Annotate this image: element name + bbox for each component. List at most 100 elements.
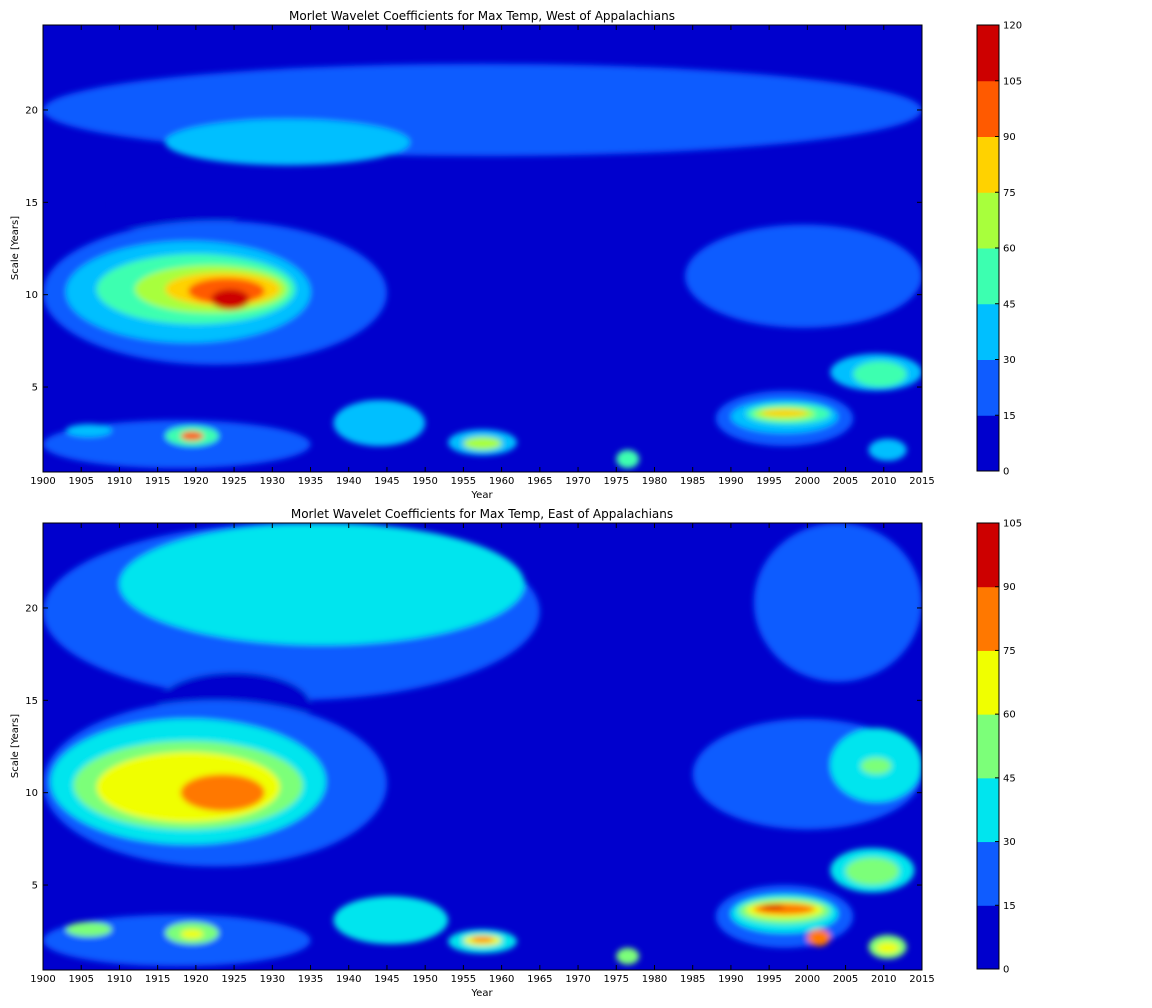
x-tick-label: 1910 — [107, 974, 132, 985]
west-chart-panel: Morlet Wavelet Coefficients for Max Temp… — [10, 9, 1022, 501]
x-tick-label: 1995 — [756, 476, 781, 487]
x-tick-label: 1965 — [527, 476, 552, 487]
contour-region — [111, 174, 242, 236]
chart-title: Morlet Wavelet Coefficients for Max Temp… — [291, 507, 673, 521]
colorbar-tick-label: 60 — [1003, 710, 1016, 721]
plot-frame — [42, 24, 923, 473]
colorbar-segment — [977, 586, 999, 651]
colorbar-tick-label: 75 — [1003, 188, 1016, 199]
y-tick-label: 10 — [25, 290, 38, 301]
contour-region — [876, 942, 900, 954]
x-tick-label: 1985 — [680, 476, 705, 487]
y-axis-label: Scale [Years] — [10, 714, 21, 778]
x-tick-label: 1970 — [565, 476, 590, 487]
contour-region — [471, 936, 494, 943]
contour-region — [853, 361, 907, 388]
x-tick-label: 1935 — [298, 974, 323, 985]
x-tick-label: 1980 — [642, 974, 667, 985]
colorbar-tick-label: 15 — [1003, 411, 1016, 422]
colorbar-tick-label: 75 — [1003, 646, 1016, 657]
colorbar-frame — [976, 522, 1000, 970]
x-tick-label: 1980 — [642, 476, 667, 487]
x-tick-label: 1900 — [30, 476, 55, 487]
x-tick-label: 1910 — [107, 476, 132, 487]
heatmap-area — [43, 523, 922, 970]
colorbar-segment — [977, 650, 999, 715]
x-axis-ticks: 1900 1905 1910 1915 1920 1925 1930 1935 1940 1945… — [30, 25, 935, 487]
colorbar-segment — [977, 359, 999, 416]
x-tick-label: 1930 — [260, 476, 285, 487]
contour-region — [753, 903, 815, 915]
x-tick-label: 1945 — [374, 974, 399, 985]
colorbar-tick-label: 45 — [1003, 773, 1016, 784]
contour-region — [180, 929, 204, 939]
colorbar-tick-label: 105 — [1003, 519, 1022, 530]
colorbar-segment — [977, 415, 999, 472]
contour-regions — [43, 63, 922, 469]
colorbar-tick-label: 60 — [1003, 244, 1016, 255]
x-tick-label: 2000 — [795, 974, 820, 985]
y-axis-ticks: 5 10 15 20 — [25, 105, 922, 394]
y-tick-label: 15 — [25, 198, 38, 209]
y-tick-label: 10 — [25, 788, 38, 799]
x-tick-label: 2010 — [871, 974, 896, 985]
x-tick-label: 1970 — [565, 974, 590, 985]
x-tick-label: 1920 — [183, 974, 208, 985]
colorbar-tick-label: 0 — [1003, 467, 1009, 478]
contour-region — [685, 224, 922, 328]
colorbar-tick-label: 30 — [1003, 837, 1016, 848]
contour-region — [65, 921, 112, 937]
x-axis-ticks: 1900 1905 1910 1915 1920 1925 1930 1935 1940 1945… — [30, 523, 935, 985]
colorbar-tick-label: 105 — [1003, 76, 1022, 87]
x-axis-label: Year — [470, 988, 493, 999]
x-tick-label: 1955 — [451, 476, 476, 487]
x-tick-label: 1940 — [336, 974, 361, 985]
colorbar-tick-label: 120 — [1003, 21, 1022, 32]
x-tick-label: 2010 — [871, 476, 896, 487]
colorbar: 0 15 30 45 60 75 90 105 120 — [976, 21, 1022, 478]
colorbar-segment — [977, 303, 999, 360]
y-tick-label: 5 — [32, 383, 38, 394]
colorbar-tick-label: 15 — [1003, 901, 1016, 912]
east-chart-panel: Morlet Wavelet Coefficients for Max Temp… — [10, 507, 1022, 999]
colorbar-tick-label: 90 — [1003, 582, 1016, 593]
x-tick-label: 1960 — [489, 476, 514, 487]
plot-frame — [42, 522, 923, 971]
x-tick-label: 1935 — [298, 476, 323, 487]
x-tick-label: 1955 — [451, 974, 476, 985]
colorbar-segment — [977, 80, 999, 137]
colorbar-segment — [977, 136, 999, 193]
contour-region — [463, 436, 502, 450]
contour-region — [845, 857, 900, 886]
x-tick-label: 1995 — [756, 974, 781, 985]
colorbar-segment — [977, 192, 999, 249]
heatmap-area — [43, 25, 922, 472]
contour-region — [211, 289, 250, 310]
contour-region — [753, 523, 922, 682]
x-tick-label: 1940 — [336, 476, 361, 487]
contour-region — [860, 757, 892, 775]
colorbar-segment — [977, 841, 999, 906]
contour-region — [616, 449, 640, 469]
x-tick-label: 1960 — [489, 974, 514, 985]
x-tick-label: 1990 — [718, 476, 743, 487]
chart-title: Morlet Wavelet Coefficients for Max Temp… — [289, 9, 675, 23]
x-tick-label: 1920 — [183, 476, 208, 487]
contour-region — [333, 399, 426, 447]
y-axis-ticks: 5 10 15 20 — [25, 603, 922, 892]
x-tick-label: 1930 — [260, 974, 285, 985]
contour-region — [616, 947, 640, 965]
contour-region — [333, 896, 449, 945]
x-tick-label: 1990 — [718, 974, 743, 985]
y-tick-label: 20 — [25, 603, 38, 614]
colorbar-tick-label: 90 — [1003, 132, 1016, 143]
colorbar-segment — [977, 777, 999, 843]
colorbar-tick-label: 0 — [1003, 965, 1009, 976]
contour-region — [65, 423, 112, 437]
x-tick-label: 1965 — [527, 974, 552, 985]
x-tick-label: 1905 — [68, 476, 93, 487]
colorbar-segment — [977, 905, 999, 970]
contour-regions — [43, 523, 922, 967]
contour-region — [868, 438, 907, 461]
x-tick-label: 1915 — [145, 476, 170, 487]
